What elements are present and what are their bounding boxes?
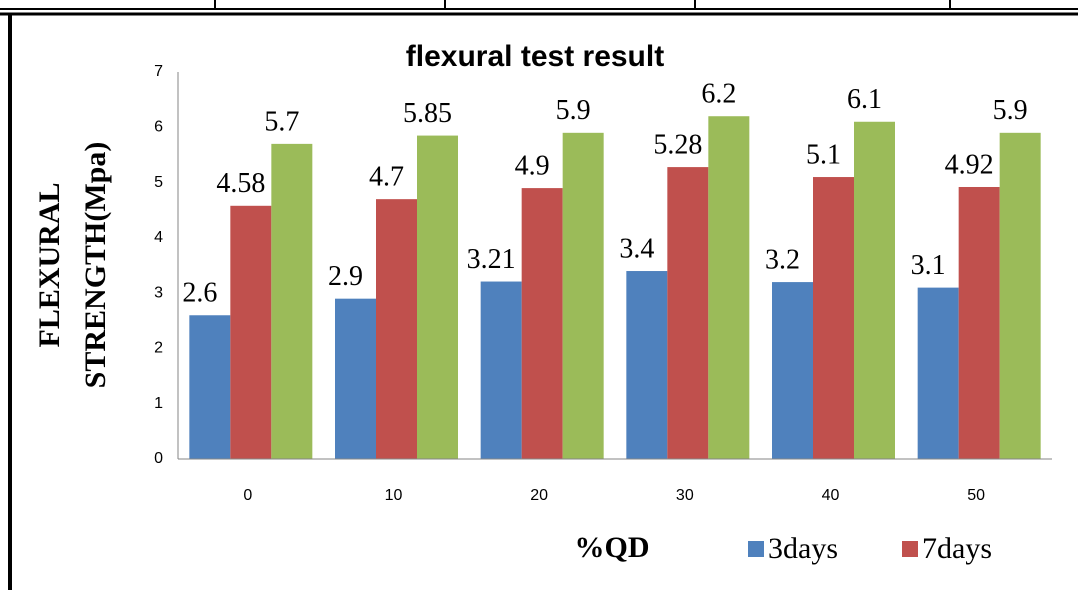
legend-label: 7days xyxy=(922,532,992,565)
data-label: 3.21 xyxy=(467,244,516,275)
bar xyxy=(562,132,604,460)
bar xyxy=(521,188,563,459)
legend-label: 3days xyxy=(768,532,838,565)
y-tick-label: 4 xyxy=(154,229,163,246)
y-tick-label: 2 xyxy=(154,340,163,357)
data-label: 6.1 xyxy=(847,84,882,115)
y-tick-label: 6 xyxy=(154,119,163,136)
bar xyxy=(230,205,272,459)
bar xyxy=(813,177,854,460)
bar xyxy=(917,287,959,459)
data-label: 2.6 xyxy=(182,278,217,309)
bar xyxy=(667,167,709,459)
x-axis-label: %QD xyxy=(575,531,650,564)
y-axis-label: STRENGTH(Mpa) xyxy=(79,142,112,389)
y-tick-label: 0 xyxy=(154,450,163,467)
y-axis-label: FLEXURAL xyxy=(33,182,66,347)
x-tick-label: 10 xyxy=(385,487,403,504)
data-label: 3.1 xyxy=(911,250,946,281)
data-label: 4.58 xyxy=(216,168,265,199)
bar xyxy=(335,298,376,459)
data-label: 4.92 xyxy=(945,149,994,180)
data-label: 3.4 xyxy=(619,233,654,264)
bar xyxy=(376,199,417,459)
x-tick-label: 40 xyxy=(822,487,840,504)
data-label: 5.85 xyxy=(403,98,452,129)
bar xyxy=(854,121,895,459)
bar xyxy=(189,315,231,459)
data-label: 4.7 xyxy=(369,162,404,193)
data-label: 5.7 xyxy=(264,106,299,137)
data-label: 4.9 xyxy=(515,151,550,182)
bar xyxy=(480,281,522,459)
chart-title: flexural test result xyxy=(406,40,664,73)
data-label: 6.2 xyxy=(701,79,736,110)
bar xyxy=(271,143,313,459)
y-tick-label: 7 xyxy=(154,63,163,80)
x-tick-label: 50 xyxy=(967,487,985,504)
y-tick-label: 3 xyxy=(154,284,163,301)
bar xyxy=(708,116,750,459)
bar xyxy=(772,282,813,459)
x-tick-label: 30 xyxy=(676,487,694,504)
data-label: 5.1 xyxy=(806,139,841,170)
bar xyxy=(958,186,1000,459)
y-tick-label: 5 xyxy=(154,174,163,191)
legend-swatch xyxy=(748,541,764,557)
x-tick-label: 0 xyxy=(243,487,252,504)
x-tick-label: 20 xyxy=(530,487,548,504)
bar xyxy=(417,135,458,460)
y-tick-label: 1 xyxy=(154,395,163,412)
bar xyxy=(626,271,668,459)
data-label: 2.9 xyxy=(328,261,363,292)
data-label: 5.9 xyxy=(556,95,591,126)
data-label: 5.9 xyxy=(993,95,1028,126)
data-label: 5.28 xyxy=(653,130,702,161)
data-label: 3.2 xyxy=(765,245,800,276)
legend-swatch xyxy=(902,541,918,557)
bar xyxy=(999,132,1041,460)
